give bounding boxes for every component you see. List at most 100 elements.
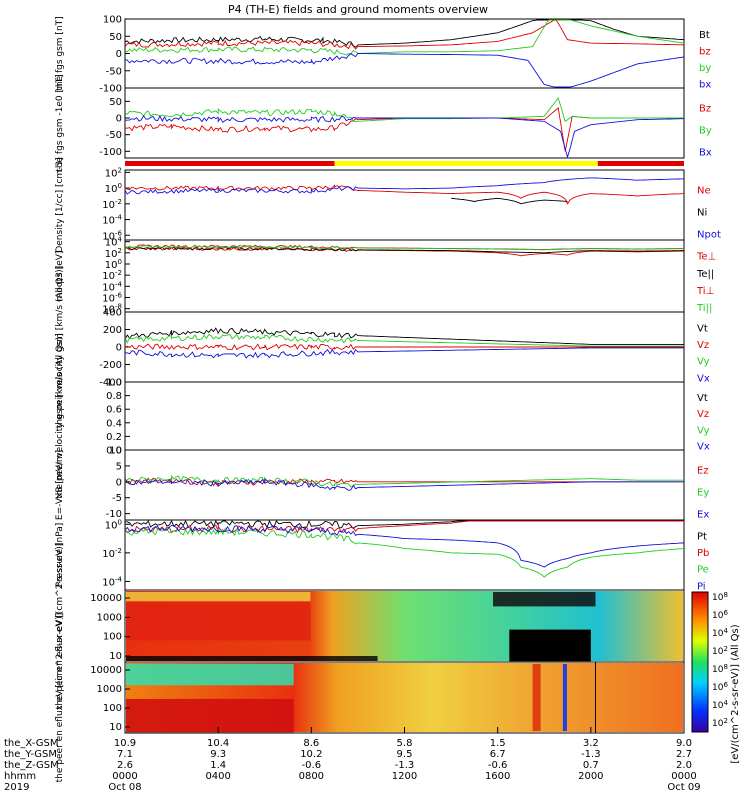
ytick-label: 1000 — [97, 612, 122, 623]
ytick-label: 100 — [105, 518, 122, 531]
legend-Vx: Vx — [697, 373, 710, 384]
panel-6-ylabel: the peer velocity gsm [km/s (All Qs)] — [55, 333, 65, 498]
ytick-label: 10-4 — [102, 575, 122, 588]
spectrogram-electron-hot-band — [126, 698, 294, 733]
time-row-label: the_Y-GSM — [4, 749, 57, 760]
region-bar-red-1 — [125, 161, 335, 166]
ytick-label: 0.2 — [106, 432, 122, 443]
xtick-ygsm: 9.5 — [397, 749, 413, 760]
xtick-zgsm: -1.3 — [395, 760, 415, 771]
ytick-label: 0 — [116, 114, 122, 125]
xtick-zgsm: 2.0 — [676, 760, 692, 771]
ytick-label: 100 — [103, 703, 122, 714]
colorbar-tick: 106 — [712, 609, 728, 621]
ytick-label: 50 — [109, 32, 122, 43]
spectrogram-electron-stripe-1 — [532, 664, 541, 731]
ytick-label: 0.4 — [106, 418, 122, 429]
panel-frame-6 — [124, 381, 685, 451]
panel-4-ylabel: moqt3 [eV] — [55, 251, 65, 302]
time-row-label: the_Z-GSM — [4, 760, 59, 771]
series-Vt-line — [124, 327, 684, 345]
panel-7-ylabel: E=-VxB [mV/m] — [55, 450, 65, 520]
series-bx-line — [124, 53, 685, 88]
legend-Vx: Vx — [697, 442, 710, 453]
series-Vx-line — [124, 347, 684, 359]
xtick-hhmm: 0000 — [112, 771, 137, 782]
series-Pt-line — [125, 519, 684, 530]
colorbar-tick: 102 — [712, 717, 728, 729]
ytick-label: 10 — [109, 722, 122, 733]
series-Pe-line — [124, 527, 685, 578]
panel-frame-2 — [124, 87, 685, 159]
region-bar-yellow — [334, 161, 598, 166]
panel-5-ylabel: the peir velocity gsm [km/s (All Qs)] — [55, 266, 65, 428]
ytick-label: 102 — [105, 247, 122, 260]
panel-10-ylabel: the peer en eflux eV [(cm^2-s-sr-eV)] — [55, 613, 65, 783]
legend-Te: Te⊥ — [696, 252, 716, 263]
xtick-zgsm: -0.6 — [302, 760, 322, 771]
ytick-label: -5 — [112, 493, 122, 504]
xtick-hhmm: 0400 — [205, 771, 230, 782]
spectrogram-ion-upper-band — [126, 592, 311, 602]
ytick-label: 10-2 — [102, 198, 122, 211]
legend-Bx: Bx — [699, 147, 712, 158]
series-Vz-line — [124, 343, 684, 351]
ytick-label: -100 — [99, 84, 122, 95]
legend-Ti: Ti⊥ — [696, 286, 714, 297]
ytick-label: 0.6 — [106, 405, 122, 416]
panel-3-ylabel: Density [1/cc] [cm-3] — [55, 157, 65, 252]
legend-Pe: Pe — [697, 565, 709, 576]
ytick-label: 10 — [109, 651, 122, 662]
region-bar-red-2 — [597, 161, 684, 166]
ytick-label: 10000 — [90, 593, 122, 604]
ytick-label: 100 — [103, 15, 122, 26]
ytick-label: 10-2 — [102, 547, 122, 560]
legend-Vz: Vz — [697, 409, 709, 420]
ytick-label: 0.0 — [106, 446, 122, 457]
xtick-hhmm: 2000 — [578, 771, 603, 782]
ytick-label: -50 — [106, 130, 122, 141]
xtick-date: Oct 09 — [667, 782, 700, 793]
panel-1-ylabel: the fgs gsm [nT] — [55, 16, 65, 90]
legend-Te: Te|| — [696, 269, 714, 280]
spectrogram-ion-bottom-edge — [126, 656, 378, 661]
ytick-label: 0.8 — [106, 391, 122, 402]
legend-Bt: Bt — [699, 30, 710, 41]
spectrogram-ion-gap — [509, 629, 591, 662]
ytick-label: 10-6 — [102, 291, 122, 304]
series-Bx-line — [124, 114, 684, 159]
ytick-label: 10-2 — [102, 269, 122, 282]
ytick-label: 5 — [116, 461, 122, 472]
spectrogram-electron-stripe-2 — [562, 664, 567, 731]
colorbar-label: [eV/(cm^2-s-sr-eV)] (All Qs) — [730, 624, 741, 763]
xtick-zgsm: 2.6 — [117, 760, 133, 771]
legend-Vt: Vt — [697, 323, 708, 334]
colorbar — [691, 591, 709, 733]
colorbar-tick: 108 — [712, 591, 728, 603]
ytick-label: 10-4 — [102, 280, 122, 293]
time-row-label: the_X-GSM — [4, 738, 58, 749]
legend-by: by — [699, 63, 711, 74]
legend-Ey: Ey — [697, 487, 709, 498]
ytick-label: 10000 — [90, 665, 122, 676]
legend-Ni: Ni — [697, 207, 707, 218]
spectrogram-electron-upper-band — [126, 664, 294, 686]
legend-Vy: Vy — [697, 357, 710, 368]
ytick-label: -100 — [99, 147, 122, 158]
ytick-label: 400 — [103, 308, 122, 319]
ytick-label: 102 — [105, 166, 122, 179]
xtick-ygsm: 6.7 — [490, 749, 506, 760]
xtick-ygsm: 2.7 — [676, 749, 692, 760]
panel-9-ylabel: the peir en eflux eV [(cm^2-s-sr-eV)] — [55, 543, 65, 710]
xtick-xgsm: 10.9 — [114, 738, 136, 749]
colorbar-tick: 106 — [712, 681, 728, 693]
series-Ex-line — [124, 478, 684, 491]
xtick-zgsm: -0.6 — [488, 760, 508, 771]
xtick-ygsm: 10.2 — [300, 749, 322, 760]
legend-Vz: Vz — [697, 340, 709, 351]
xtick-date: Oct 08 — [108, 782, 141, 793]
xtick-xgsm: 5.8 — [397, 738, 413, 749]
series-Vy-line — [124, 333, 684, 347]
xtick-ygsm: -1.3 — [581, 749, 601, 760]
colorbar-tick: 108 — [712, 663, 728, 675]
